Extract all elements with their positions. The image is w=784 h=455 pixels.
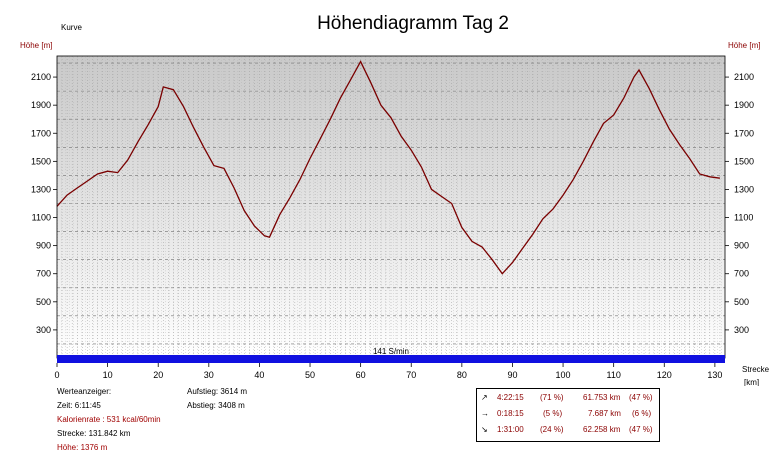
x-tick-label: 10 <box>103 370 113 380</box>
segment-distance-percent: (47 %) <box>629 393 653 402</box>
cadence-band-label: 141 S/min <box>373 347 409 356</box>
y-tick-label: 1100 <box>734 213 753 223</box>
y-tick-label: 900 <box>734 241 749 251</box>
x-axis-label: Strecke <box>742 365 770 374</box>
y-tick-label: 1500 <box>31 156 51 166</box>
y-tick-label: 500 <box>36 297 51 307</box>
x-tick-label: 40 <box>254 370 264 380</box>
y-tick-label: 900 <box>36 241 51 251</box>
elevation-line <box>56 60 720 275</box>
y-tick-label: 700 <box>36 269 51 279</box>
distance-value: Strecke: 131.842 km <box>57 429 131 438</box>
x-tick-label: 0 <box>54 370 59 380</box>
y-tick-label: 1100 <box>32 213 51 223</box>
y-tick-label: 1500 <box>734 156 754 166</box>
x-tick-label: 120 <box>657 370 672 380</box>
segment-time: 4:22:15 <box>497 393 524 402</box>
descent-value: Abstieg: 3408 m <box>187 401 245 410</box>
time-value: Zeit: 6:11:45 <box>57 401 101 410</box>
y-tick-label: 300 <box>734 325 749 335</box>
segment-row-downhill: ↘ 1:31:00 (24 %) 62.258 km (47 %) <box>477 425 659 439</box>
x-tick-label: 20 <box>153 370 163 380</box>
y-tick-label: 1700 <box>734 128 754 138</box>
segment-time: 0:18:15 <box>497 409 524 418</box>
calorie-rate-value: Kalorienrate : 531 kcal/60min <box>57 415 161 424</box>
y-ticks-right: 300 500 700 900 1100 1300 1500 1700 1900 2100 <box>725 72 754 335</box>
segment-distance-percent: (6 %) <box>632 409 652 418</box>
y-tick-label: 300 <box>36 325 51 335</box>
arrow-down-right-icon: ↘ <box>481 425 488 434</box>
x-tick-label: 70 <box>406 370 416 380</box>
value-panel: Werteanzeiger: Zeit: 6:11:45 Kalorienrat… <box>57 385 161 455</box>
y-tick-label: 500 <box>734 297 749 307</box>
y-tick-label: 1300 <box>31 184 51 194</box>
y-tick-label: 1300 <box>734 184 754 194</box>
segment-distance: 62.258 km <box>583 425 621 434</box>
x-ticks: 0 10 20 30 40 50 60 70 80 90 100 110 120 130 <box>54 363 722 380</box>
x-axis-unit: [km] <box>744 378 759 386</box>
segment-distance: 7.687 km <box>588 409 621 418</box>
segment-time-percent: (24 %) <box>540 425 564 434</box>
y-tick-label: 700 <box>734 269 749 279</box>
y-tick-label: 2100 <box>31 72 51 82</box>
segment-row-uphill: ↗ 4:22:15 (71 %) 61.753 km (47 %) <box>477 393 659 407</box>
x-tick-label: 100 <box>556 370 571 380</box>
cadence-band <box>57 355 725 363</box>
x-tick-label: 80 <box>457 370 467 380</box>
chart-title: Höhendiagramm Tag 2 <box>317 13 509 34</box>
x-tick-label: 90 <box>507 370 517 380</box>
x-tick-label: 60 <box>356 370 366 380</box>
arrow-right-icon: → <box>481 409 489 418</box>
segment-summary-table: ↗ 4:22:15 (71 %) 61.753 km (47 %) → 0:18… <box>476 388 660 442</box>
x-tick-label: 50 <box>305 370 315 380</box>
segment-time-percent: (5 %) <box>543 409 563 418</box>
x-tick-label: 30 <box>204 370 214 380</box>
segment-time: 1:31:00 <box>497 425 524 434</box>
legend-label: Kurve <box>61 23 82 32</box>
ascent-value: Aufstieg: 3614 m <box>187 387 248 396</box>
y-ticks-left: 300 500 700 900 1100 1300 1500 1700 1900 2100 <box>31 72 57 335</box>
y-axis-label-left: Höhe [m] <box>20 41 52 50</box>
y-tick-label: 1900 <box>734 100 754 110</box>
segment-distance: 61.753 km <box>583 393 621 402</box>
altitude-value: Höhe: 1376 m <box>57 443 108 452</box>
elevation-chart: Höhendiagramm Tag 2 Kurve Höhe [m] Höhe … <box>20 13 770 386</box>
x-tick-label: 130 <box>707 370 722 380</box>
x-tick-label: 110 <box>606 370 620 380</box>
segment-time-percent: (71 %) <box>540 393 564 402</box>
y-tick-label: 1700 <box>31 128 51 138</box>
y-axis-label-right: Höhe [m] <box>728 41 760 50</box>
value-panel-heading: Werteanzeiger: <box>57 387 112 396</box>
segment-row-flat: → 0:18:15 (5 %) 7.687 km (6 %) <box>477 409 659 423</box>
climb-panel: Aufstieg: 3614 m Abstieg: 3408 m <box>187 385 247 413</box>
segment-distance-percent: (47 %) <box>629 425 653 434</box>
arrow-up-right-icon: ↗ <box>481 393 488 402</box>
y-tick-label: 1900 <box>31 100 51 110</box>
y-tick-label: 2100 <box>734 72 754 82</box>
